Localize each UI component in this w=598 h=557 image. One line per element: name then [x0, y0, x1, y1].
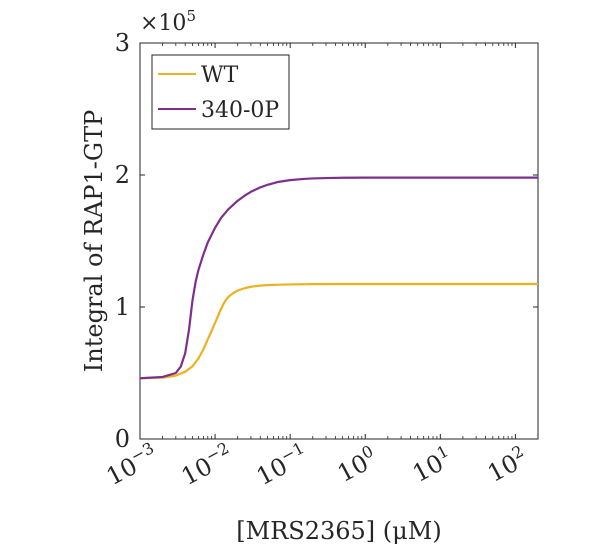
- series-line-0: [139, 282, 538, 380]
- legend-label-340-0p: 340-0P: [201, 98, 279, 123]
- legend: WT 340-0P: [151, 54, 290, 130]
- y-tick-label-1: 1: [115, 293, 130, 321]
- y-multiplier: ×105: [140, 7, 196, 36]
- series-layer: [139, 176, 538, 380]
- legend-label-wt: WT: [201, 63, 239, 88]
- y-tick-label-2: 2: [115, 161, 130, 189]
- series-line-1: [139, 176, 538, 380]
- legend-box: [151, 54, 290, 130]
- y-tick-label-3: 3: [115, 29, 130, 57]
- y-tick-label-0: 0: [115, 425, 130, 453]
- x-axis-label: [MRS2365] (μM): [236, 517, 441, 545]
- ticks-layer: [139, 42, 538, 440]
- y-axis-label: Integral of RAP1-GTP: [80, 110, 108, 372]
